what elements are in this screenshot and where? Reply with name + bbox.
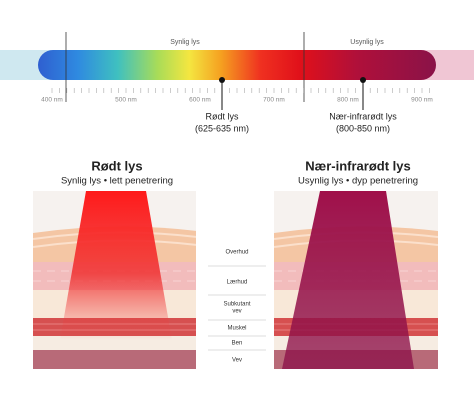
- panel-subtitle: Usynlig lys • dyp penetrering: [298, 176, 418, 187]
- spectrum-bar: [38, 50, 436, 80]
- panel-red: [33, 191, 196, 369]
- layer-separators: [208, 265, 266, 351]
- layer-label: Vev: [232, 358, 242, 364]
- layer-label: Overhud: [225, 250, 248, 256]
- region-label: Synlig lys: [170, 39, 200, 46]
- panel-title: Nær-infrarødt lys: [305, 158, 410, 173]
- tick-label: 600 nm: [189, 97, 211, 104]
- tick-label: 900 nm: [411, 97, 433, 104]
- marker-title: Nær-infrarødt lys: [329, 111, 397, 121]
- panel-subtitle: Synlig lys • lett penetrering: [61, 176, 173, 187]
- tick-axis: 400 nm 500 nm 600 nm 700 nm 800 nm 900 nm: [41, 88, 433, 104]
- marker-range: (800-850 nm): [336, 123, 390, 133]
- layer-label: Muskel: [227, 326, 246, 332]
- layer-label: Lærhud: [227, 280, 248, 286]
- marker-range: (625-635 nm): [195, 123, 249, 133]
- layer-label: Ben: [232, 341, 243, 347]
- tick-label: 700 nm: [263, 97, 285, 104]
- panel-nir: [274, 191, 438, 369]
- layer-label: vev: [232, 309, 241, 315]
- marker: Rødt lys (625-635 nm) Nær-infrarødt lys …: [195, 77, 397, 133]
- layer-label: Subkutant: [223, 302, 250, 308]
- tick-label: 800 nm: [337, 97, 359, 104]
- tick-label: 500 nm: [115, 97, 137, 104]
- tick-label: 400 nm: [41, 97, 63, 104]
- panel-title: Rødt lys: [91, 158, 142, 173]
- region-label: Usynlig lys: [350, 39, 384, 46]
- marker-title: Rødt lys: [205, 111, 239, 121]
